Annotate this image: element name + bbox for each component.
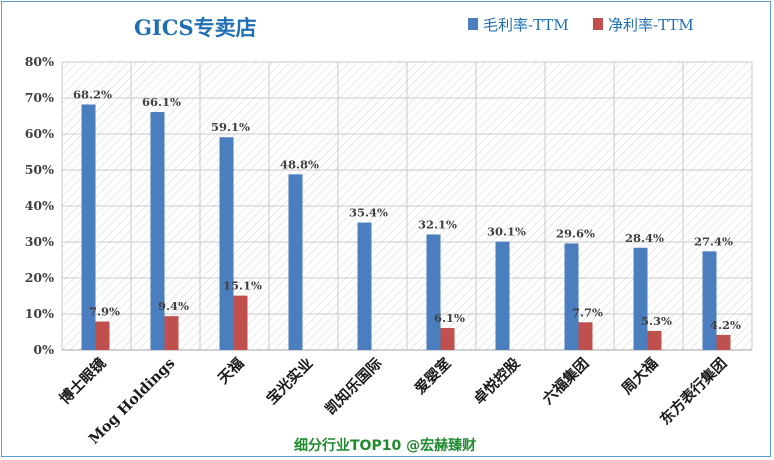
- gross-margin-bar: [702, 251, 717, 350]
- net-margin-label: 15.1%: [223, 279, 262, 293]
- y-tick-label: 50%: [25, 162, 54, 177]
- net-margin-label: 5.3%: [641, 314, 672, 328]
- legend: 毛利率-TTM 净利率-TTM: [468, 16, 694, 34]
- chart-title: GICS专卖店: [134, 15, 257, 40]
- y-axis-ticks: 0% 10% 20% 30% 40% 50% 60% 70% 80%: [25, 54, 54, 357]
- gross-margin-bar: [495, 241, 510, 350]
- net-margin-bar: [95, 321, 110, 350]
- net-margin-bar: [440, 328, 455, 350]
- gross-margin-label: 28.4%: [625, 231, 664, 245]
- y-tick-label: 20%: [25, 270, 54, 285]
- gross-margin-bar: [288, 174, 303, 350]
- gross-margin-label: 27.4%: [694, 234, 733, 248]
- gross-margin-label: 29.6%: [556, 226, 595, 240]
- category-label: 博士眼镜: [56, 354, 110, 408]
- gross-margin-bar: [357, 222, 372, 350]
- y-tick-label: 40%: [25, 198, 54, 213]
- gross-margin-label: 48.8%: [280, 157, 319, 171]
- legend-swatch: [593, 18, 603, 30]
- gross-margin-label: 59.1%: [211, 120, 250, 134]
- net-margin-label: 6.1%: [434, 311, 465, 325]
- legend-label: 毛利率-TTM: [483, 16, 569, 34]
- category-label: 卓悦控股: [470, 354, 524, 408]
- net-margin-label: 4.2%: [710, 318, 741, 332]
- net-margin-label: 7.7%: [572, 305, 603, 319]
- bars: [81, 104, 731, 350]
- net-margin-bar: [578, 322, 593, 350]
- gridlines: [61, 61, 753, 351]
- y-tick-label: 80%: [25, 54, 54, 69]
- category-label: 爱婴室: [411, 354, 454, 397]
- net-margin-label: 7.9%: [89, 305, 120, 319]
- gross-margin-bar: [564, 243, 579, 350]
- gross-margin-label: 68.2%: [73, 87, 112, 101]
- category-label: 宝光实业: [263, 354, 317, 408]
- legend-swatch: [468, 18, 478, 30]
- category-label: 六福集团: [539, 354, 593, 408]
- gross-margin-bar: [150, 112, 165, 350]
- y-tick-label: 10%: [25, 306, 54, 321]
- gross-margin-label: 35.4%: [349, 206, 388, 220]
- category-label: 周大福: [618, 354, 661, 397]
- category-label: 天福: [214, 354, 247, 387]
- y-tick-label: 0%: [33, 342, 54, 357]
- gross-margin-bar: [81, 104, 96, 350]
- gross-margin-label: 32.1%: [418, 217, 457, 231]
- gross-margin-label: 30.1%: [487, 225, 526, 239]
- gross-margin-bar: [219, 137, 234, 350]
- gross-margin-bar: [633, 247, 648, 350]
- y-tick-label: 70%: [25, 90, 54, 105]
- net-margin-bar: [647, 330, 662, 350]
- legend-label: 净利率-TTM: [608, 16, 694, 34]
- y-tick-label: 60%: [25, 126, 54, 141]
- y-tick-label: 30%: [25, 234, 54, 249]
- gross-margin-label: 66.1%: [142, 95, 181, 109]
- net-margin-bar: [716, 334, 731, 350]
- category-label: 凯知乐国际: [321, 354, 385, 418]
- category-label: 东方表行集团: [656, 354, 730, 428]
- data-labels: 68.2% 66.1% 59.1% 48.8% 35.4% 32.1% 30.1% 29.6%…: [73, 87, 741, 331]
- net-margin-bar: [164, 316, 179, 350]
- net-margin-bar: [233, 295, 248, 350]
- gross-margin-bar: [426, 234, 441, 350]
- net-margin-label: 9.4%: [158, 299, 189, 313]
- footer-credit: 细分行业TOP10 @宏赫臻财: [294, 437, 476, 454]
